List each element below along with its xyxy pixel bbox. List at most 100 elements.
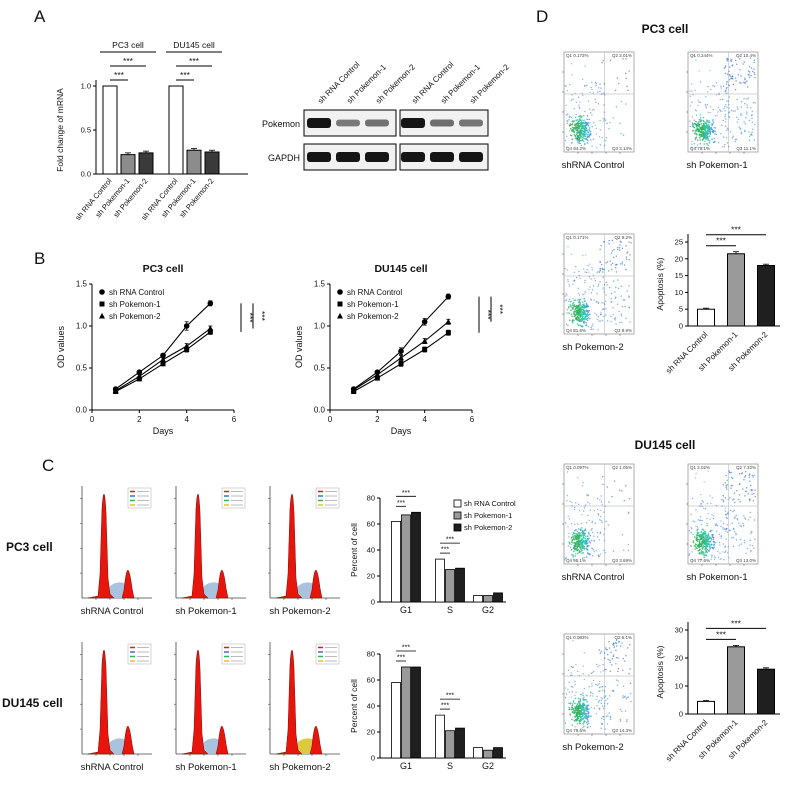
svg-text:OD values: OD values bbox=[294, 325, 304, 368]
svg-text:80: 80 bbox=[367, 650, 375, 659]
proliferation-line-chart-pc3: PC3 cell 0 2 4 6 0.0 0.5 1.0 1.5 Days OD values sh … bbox=[56, 263, 267, 436]
svg-text:DU145 cell: DU145 cell bbox=[374, 263, 427, 275]
cell-cycle-bar-chart-du145: 0 20 40 60 80 Percent of cell G1 S G2 *** *** *** **… bbox=[349, 645, 506, 771]
proliferation-line-chart-du145: DU145 cell 0 2 4 6 0.0 0.5 1.0 1.5 Days OD values s… bbox=[294, 263, 505, 436]
svg-text:Q2 10.4%: Q2 10.4% bbox=[736, 53, 756, 58]
svg-text:***: *** bbox=[402, 645, 410, 652]
cell-line-label-du145: DU145 cell bbox=[2, 696, 63, 710]
svg-text:PC3 cell: PC3 cell bbox=[143, 263, 184, 275]
svg-text:Q1 2.02%: Q1 2.02% bbox=[690, 465, 710, 470]
scatter-caption: sh Pokemon-2 bbox=[562, 342, 624, 353]
svg-text:Q4 81.6%: Q4 81.6% bbox=[566, 328, 586, 333]
flow-scatter: Q1 0.244% Q2 10.4% Q4 78.1% Q3 11.1% bbox=[686, 51, 759, 154]
svg-text:Q3 14.3%: Q3 14.3% bbox=[612, 728, 632, 733]
svg-text:10: 10 bbox=[675, 288, 683, 297]
svg-text:***: *** bbox=[114, 70, 125, 80]
svg-text:2: 2 bbox=[137, 415, 142, 424]
svg-text:G2: G2 bbox=[482, 761, 494, 771]
svg-text:30: 30 bbox=[675, 626, 683, 635]
svg-text:S: S bbox=[447, 605, 453, 615]
svg-text:Q1 0.171%: Q1 0.171% bbox=[566, 235, 589, 240]
scatter-caption: sh Pokemon-2 bbox=[562, 742, 624, 753]
histogram-caption: sh Pokemon-1 bbox=[175, 606, 237, 617]
svg-text:40: 40 bbox=[367, 546, 375, 555]
svg-text:sh Pokemon-2: sh Pokemon-2 bbox=[347, 312, 399, 321]
panel-label-b: B bbox=[34, 249, 46, 268]
svg-text:***: *** bbox=[731, 618, 742, 628]
panel-d-title-pc3: PC3 cell bbox=[641, 22, 689, 36]
svg-text:0: 0 bbox=[371, 754, 375, 763]
svg-text:Q1 0.172%: Q1 0.172% bbox=[566, 53, 589, 58]
svg-text:Q2 9.2%: Q2 9.2% bbox=[614, 235, 632, 240]
svg-text:0: 0 bbox=[679, 710, 683, 719]
svg-text:sh Pokemon-1: sh Pokemon-1 bbox=[109, 300, 161, 309]
histogram-caption: sh Pokemon-2 bbox=[269, 606, 331, 617]
svg-text:PC3 cell: PC3 cell bbox=[112, 40, 144, 50]
svg-text:Pokemon: Pokemon bbox=[262, 119, 300, 129]
scatter-caption: shRNA Control bbox=[561, 572, 625, 583]
svg-text:***: *** bbox=[716, 236, 727, 246]
svg-text:***: *** bbox=[189, 56, 200, 66]
svg-text:Q3 11.1%: Q3 11.1% bbox=[736, 146, 756, 151]
svg-text:0.5: 0.5 bbox=[314, 364, 326, 373]
svg-text:1.5: 1.5 bbox=[314, 280, 326, 289]
panel-label-d: D bbox=[536, 7, 549, 26]
scatter-caption: sh Pokemon-1 bbox=[686, 572, 748, 583]
svg-text:1.0: 1.0 bbox=[314, 322, 326, 331]
flow-scatter: Q1 0.093% Q2 6.1% Q4 79.6% Q3 14.3% bbox=[562, 633, 635, 736]
svg-text:Q3 3.69%: Q3 3.69% bbox=[612, 558, 632, 563]
svg-text:***: *** bbox=[483, 310, 493, 321]
flow-histogram bbox=[174, 642, 246, 756]
svg-text:15: 15 bbox=[675, 271, 683, 280]
svg-text:***: *** bbox=[446, 537, 454, 544]
flow-scatter: Q1 0.172% Q2 2.01% Q4 94.2% Q3 3.14% bbox=[562, 51, 635, 154]
svg-text:DU145 cell: DU145 cell bbox=[173, 40, 215, 50]
cell-cycle-bar-chart-pc3: 0 20 40 60 80 Percent of cell G1 S G2 *** *** *** **… bbox=[349, 490, 516, 615]
svg-text:0: 0 bbox=[679, 322, 683, 331]
svg-text:***: *** bbox=[257, 311, 267, 322]
svg-text:***: *** bbox=[441, 547, 449, 554]
histogram-caption: sh Pokemon-1 bbox=[175, 762, 237, 773]
flow-histogram bbox=[80, 642, 152, 756]
svg-text:***: *** bbox=[446, 693, 454, 700]
svg-text:***: *** bbox=[397, 500, 405, 507]
svg-text:20: 20 bbox=[675, 254, 683, 263]
svg-text:0.5: 0.5 bbox=[76, 364, 88, 373]
svg-text:Percent of cell: Percent of cell bbox=[349, 523, 359, 577]
svg-text:60: 60 bbox=[367, 520, 375, 529]
svg-text:sh Pokemon-1: sh Pokemon-1 bbox=[347, 300, 399, 309]
svg-text:Q3 8.9%: Q3 8.9% bbox=[614, 328, 632, 333]
histogram-caption: shRNA Control bbox=[80, 606, 144, 617]
svg-text:G1: G1 bbox=[400, 605, 412, 615]
svg-text:***: *** bbox=[397, 655, 405, 662]
svg-text:20: 20 bbox=[367, 728, 375, 737]
svg-text:***: *** bbox=[402, 490, 410, 497]
svg-text:Q4 95.1%: Q4 95.1% bbox=[566, 558, 586, 563]
svg-text:Percent of cell: Percent of cell bbox=[349, 679, 359, 733]
svg-text:sh RNA Control: sh RNA Control bbox=[464, 499, 516, 508]
flow-histogram bbox=[174, 486, 246, 600]
svg-text:Days: Days bbox=[153, 426, 174, 436]
svg-text:Q2 7.32%: Q2 7.32% bbox=[736, 465, 756, 470]
svg-text:Q4 77.6%: Q4 77.6% bbox=[690, 558, 710, 563]
svg-text:0.0: 0.0 bbox=[314, 406, 326, 415]
svg-text:6: 6 bbox=[470, 415, 475, 424]
svg-text:Q2 1.05%: Q2 1.05% bbox=[612, 465, 632, 470]
svg-text:10: 10 bbox=[675, 682, 683, 691]
svg-text:Q2 2.01%: Q2 2.01% bbox=[612, 53, 632, 58]
panel-label-a: A bbox=[34, 7, 46, 26]
svg-text:Q4 94.2%: Q4 94.2% bbox=[566, 146, 586, 151]
svg-text:5: 5 bbox=[679, 305, 683, 314]
svg-text:sh Pokemon-1: sh Pokemon-1 bbox=[464, 511, 512, 520]
flow-scatter: Q1 0.171% Q2 9.2% Q4 81.6% Q3 8.9% bbox=[562, 233, 635, 336]
svg-text:6: 6 bbox=[232, 415, 237, 424]
svg-text:0.0: 0.0 bbox=[81, 170, 91, 179]
svg-text:***: *** bbox=[731, 225, 742, 235]
svg-text:1.0: 1.0 bbox=[76, 322, 88, 331]
svg-text:0.5: 0.5 bbox=[81, 126, 91, 135]
svg-text:sh Pokemon-2: sh Pokemon-2 bbox=[109, 312, 161, 321]
